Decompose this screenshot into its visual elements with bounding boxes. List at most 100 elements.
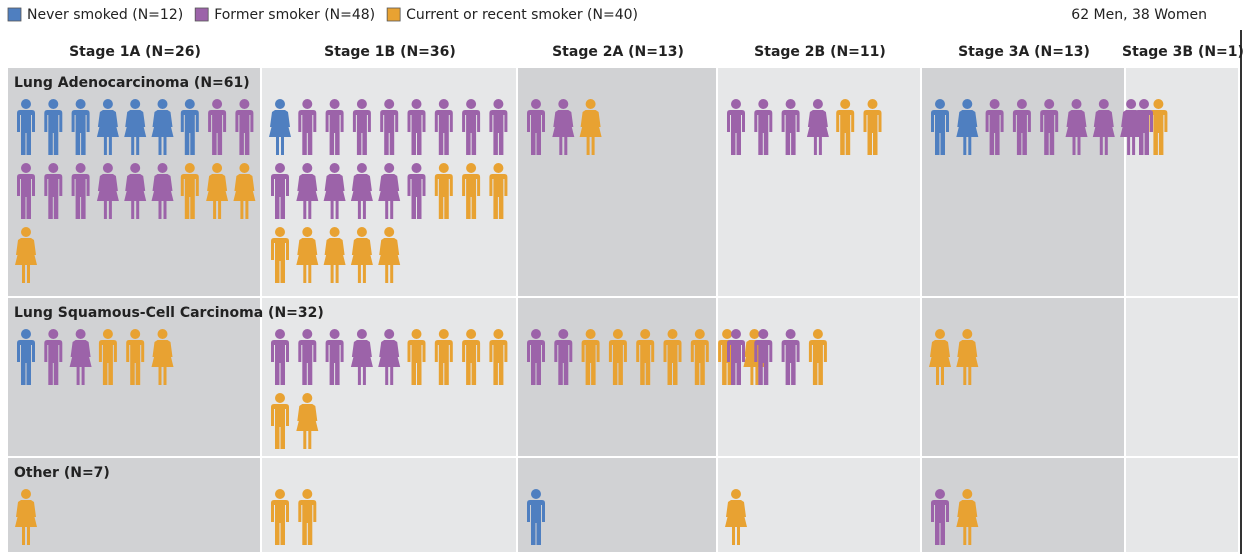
woman-icon: [956, 329, 979, 385]
man-icon: [1149, 99, 1168, 155]
man-icon: [271, 163, 289, 219]
man-icon: [44, 99, 63, 155]
stage-header: Stage 3B (N=1): [1122, 44, 1244, 60]
cell: [518, 458, 716, 552]
woman-icon: [579, 99, 602, 155]
man-icon: [636, 329, 655, 385]
man-icon: [271, 227, 289, 283]
man-icon: [17, 163, 35, 219]
woman-icon: [323, 163, 346, 219]
man-icon: [489, 329, 508, 385]
man-icon: [462, 99, 481, 155]
man-icon: [489, 99, 508, 155]
man-icon: [434, 329, 453, 385]
woman-icon: [15, 489, 37, 545]
man-icon: [527, 99, 545, 155]
legend-label: Current or recent smoker (N=40): [406, 7, 638, 23]
cell: [922, 458, 1124, 552]
woman-icon: [350, 329, 373, 385]
cell: [1126, 298, 1238, 456]
man-icon: [931, 489, 949, 545]
woman-icon: [296, 227, 319, 283]
legend-swatch: [386, 7, 401, 22]
man-icon: [271, 329, 289, 385]
woman-icon: [69, 329, 92, 385]
woman-icon: [378, 227, 401, 283]
man-icon: [663, 329, 682, 385]
man-icon: [690, 329, 709, 385]
woman-icon: [124, 163, 147, 219]
man-icon: [808, 329, 827, 385]
man-icon: [527, 489, 545, 545]
man-icon: [98, 329, 117, 385]
man-icon: [298, 489, 317, 545]
legend-swatch: [194, 7, 209, 22]
stage-header: Stage 1B (N=36): [324, 44, 456, 60]
woman-icon: [233, 163, 256, 219]
stage-header: Stage 2B (N=11): [754, 44, 886, 60]
man-icon: [271, 489, 289, 545]
man-icon: [298, 99, 317, 155]
woman-icon: [350, 227, 373, 283]
woman-icon: [323, 227, 346, 283]
woman-icon: [1092, 99, 1115, 155]
woman-icon: [350, 163, 373, 219]
row-label: Other (N=7): [14, 465, 110, 481]
man-icon: [462, 329, 481, 385]
cell: [1126, 458, 1238, 552]
woman-icon: [806, 99, 829, 155]
woman-icon: [96, 99, 119, 155]
woman-icon: [151, 99, 174, 155]
woman-icon: [929, 329, 951, 385]
man-icon: [931, 99, 949, 155]
man-icon: [489, 163, 508, 219]
man-icon: [1040, 99, 1059, 155]
man-icon: [407, 329, 426, 385]
man-icon: [71, 163, 90, 219]
stage-header: Stage 3A (N=13): [958, 44, 1090, 60]
cell: [718, 458, 920, 552]
man-icon: [44, 163, 63, 219]
woman-icon: [96, 163, 119, 219]
man-icon: [17, 329, 35, 385]
man-icon: [727, 99, 745, 155]
man-icon: [352, 99, 371, 155]
man-icon: [325, 329, 344, 385]
legend-label: Never smoked (N=12): [27, 7, 183, 23]
woman-icon: [725, 489, 747, 545]
man-icon: [754, 329, 773, 385]
man-icon: [271, 393, 289, 449]
man-icon: [17, 99, 35, 155]
woman-icon: [206, 163, 229, 219]
man-icon: [407, 163, 426, 219]
woman-icon: [296, 163, 319, 219]
stage-header: Stage 2A (N=13): [552, 44, 684, 60]
man-icon: [836, 99, 855, 155]
woman-icon: [15, 227, 37, 283]
row-label: Lung Squamous-Cell Carcinoma (N=32): [14, 305, 324, 321]
man-icon: [44, 329, 63, 385]
woman-icon: [378, 329, 401, 385]
man-icon: [235, 99, 254, 155]
woman-icon: [269, 99, 291, 155]
woman-icon: [124, 99, 147, 155]
man-icon: [1012, 99, 1031, 155]
man-icon: [608, 329, 627, 385]
row-label: Lung Adenocarcinoma (N=61): [14, 75, 250, 91]
legend-swatch: [7, 7, 22, 22]
cell: [922, 298, 1124, 456]
man-icon: [781, 329, 800, 385]
man-icon: [208, 99, 227, 155]
man-icon: [754, 99, 773, 155]
man-icon: [434, 163, 453, 219]
man-icon: [180, 99, 199, 155]
man-icon: [180, 163, 199, 219]
man-icon: [434, 99, 453, 155]
man-icon: [527, 329, 545, 385]
cell: [518, 68, 716, 296]
legend-label: Former smoker (N=48): [214, 7, 375, 23]
man-icon: [462, 163, 481, 219]
woman-icon: [956, 489, 979, 545]
man-icon: [407, 99, 426, 155]
